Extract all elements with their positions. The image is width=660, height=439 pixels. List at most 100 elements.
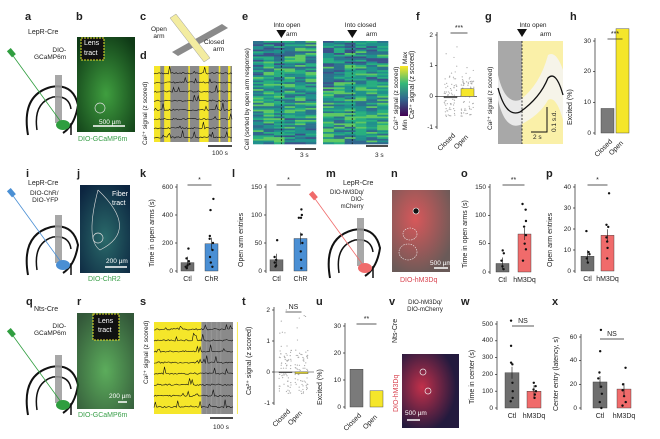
heatmap-cell — [284, 47, 296, 50]
heatmap-cell — [366, 80, 378, 83]
syringe-icon — [6, 328, 16, 338]
heatmap-cell — [274, 59, 285, 62]
heatmap-cell — [295, 71, 306, 74]
heatmap-cell — [344, 83, 356, 86]
calcium-trace — [153, 121, 233, 130]
injection-site — [56, 260, 70, 270]
data-point — [509, 344, 513, 348]
cell-point — [449, 75, 451, 77]
heatmap-cell — [355, 113, 367, 116]
heatmap-cell — [377, 99, 389, 102]
heatmap-cell — [323, 94, 335, 97]
heatmap-cell — [284, 89, 296, 92]
brain-outline — [35, 376, 72, 411]
heatmap-cell — [377, 65, 389, 68]
brain-outline — [35, 236, 72, 271]
open-arm-epoch — [154, 322, 202, 414]
y-tick-label: 500 — [482, 320, 493, 328]
cell-point — [471, 80, 473, 82]
heatmap-cell — [377, 92, 389, 95]
y-axis-label: Ca²⁺ signal (z scored) — [409, 50, 416, 119]
cell-point — [465, 72, 467, 74]
cell-point — [445, 104, 447, 106]
cell-point — [286, 354, 288, 356]
heatmap-cell — [344, 94, 356, 97]
heatmap-cell — [344, 66, 356, 69]
heatmap-cell — [284, 49, 296, 52]
g-sd-scale: 0.1 s.d. — [551, 110, 558, 132]
heatmap-cell — [274, 49, 285, 52]
y-tick-label: 20 — [563, 225, 571, 233]
heatmap-cell — [284, 107, 296, 110]
heatmap-cell — [333, 75, 345, 78]
heatmap-cell — [355, 47, 367, 50]
heatmap-cell — [274, 109, 285, 112]
mouse-line-label: Nts-Cre — [34, 306, 59, 313]
data-point — [511, 390, 514, 393]
heatmap-cell — [284, 56, 296, 59]
heatmap-cell — [263, 82, 275, 85]
heatmap-cell — [323, 130, 335, 133]
heatmap-cell — [263, 78, 275, 81]
cell-point — [285, 309, 287, 311]
heatmap-cell — [295, 83, 306, 86]
heatmap-cell — [263, 102, 275, 105]
heatmap-cell — [366, 68, 378, 71]
heatmap-cell — [377, 75, 389, 78]
heatmap-cell — [274, 99, 285, 102]
x-tick-label: ChR — [204, 276, 219, 283]
cell-point — [450, 108, 452, 111]
cell-point — [297, 373, 299, 376]
heatmap-cell — [295, 140, 306, 143]
heatmap-cell — [295, 68, 306, 71]
heatmap-cell — [355, 63, 367, 66]
cell-point — [282, 377, 284, 379]
heatmap-cell — [274, 121, 285, 124]
y-tick-label: -1 — [427, 123, 433, 131]
heatmap-cell — [295, 77, 306, 80]
heatmap-cell — [366, 83, 378, 86]
y-tick-label: 10 — [563, 246, 571, 254]
heatmap-cell — [323, 53, 335, 56]
heatmap-cell — [274, 123, 285, 126]
heatmap-cell — [366, 123, 378, 126]
y-axis-label: Excited (%) — [317, 368, 324, 405]
cell-point — [453, 112, 456, 115]
y-axis-label: Open arm entries — [547, 212, 554, 267]
heatmap-cell — [305, 101, 317, 104]
y-tick-label: 1 — [429, 62, 433, 70]
cell-point — [301, 353, 303, 356]
virus-label: DIO- GCaMP6m — [34, 323, 67, 337]
cell-point — [460, 84, 462, 86]
lens-tract-outline — [80, 37, 105, 61]
chart-h — [593, 28, 630, 135]
chart-p — [573, 184, 615, 273]
g-arm-label: arm — [540, 31, 552, 38]
data-point — [501, 265, 504, 268]
open-arm-epoch — [218, 66, 221, 142]
heatmap-cell — [263, 126, 275, 129]
heatmap-cell — [295, 47, 306, 50]
cell-point — [452, 76, 455, 78]
cell-point — [300, 392, 303, 395]
cell-point — [449, 107, 451, 109]
heatmap-cell — [274, 61, 285, 64]
heatmap-cell — [305, 99, 317, 102]
heatmap-cell — [377, 42, 389, 45]
panel-label-b: b — [76, 11, 83, 23]
heatmap-cell — [295, 92, 306, 95]
heatmap-cell — [355, 135, 367, 138]
heatmap-cell — [263, 63, 275, 66]
heatmap-cell — [355, 119, 367, 122]
data-point — [521, 259, 525, 262]
heatmap-cell — [333, 99, 345, 102]
heatmap-cell — [305, 42, 317, 45]
heatmap-cell — [366, 99, 378, 102]
heatmap-cell — [263, 58, 275, 61]
heatmap-cell — [263, 75, 275, 78]
cell-point — [289, 386, 291, 388]
cell-point — [298, 356, 300, 358]
heatmap-cell — [333, 101, 345, 104]
into-closed-label: Into closed — [344, 22, 377, 29]
heatmap-cell — [263, 44, 275, 47]
